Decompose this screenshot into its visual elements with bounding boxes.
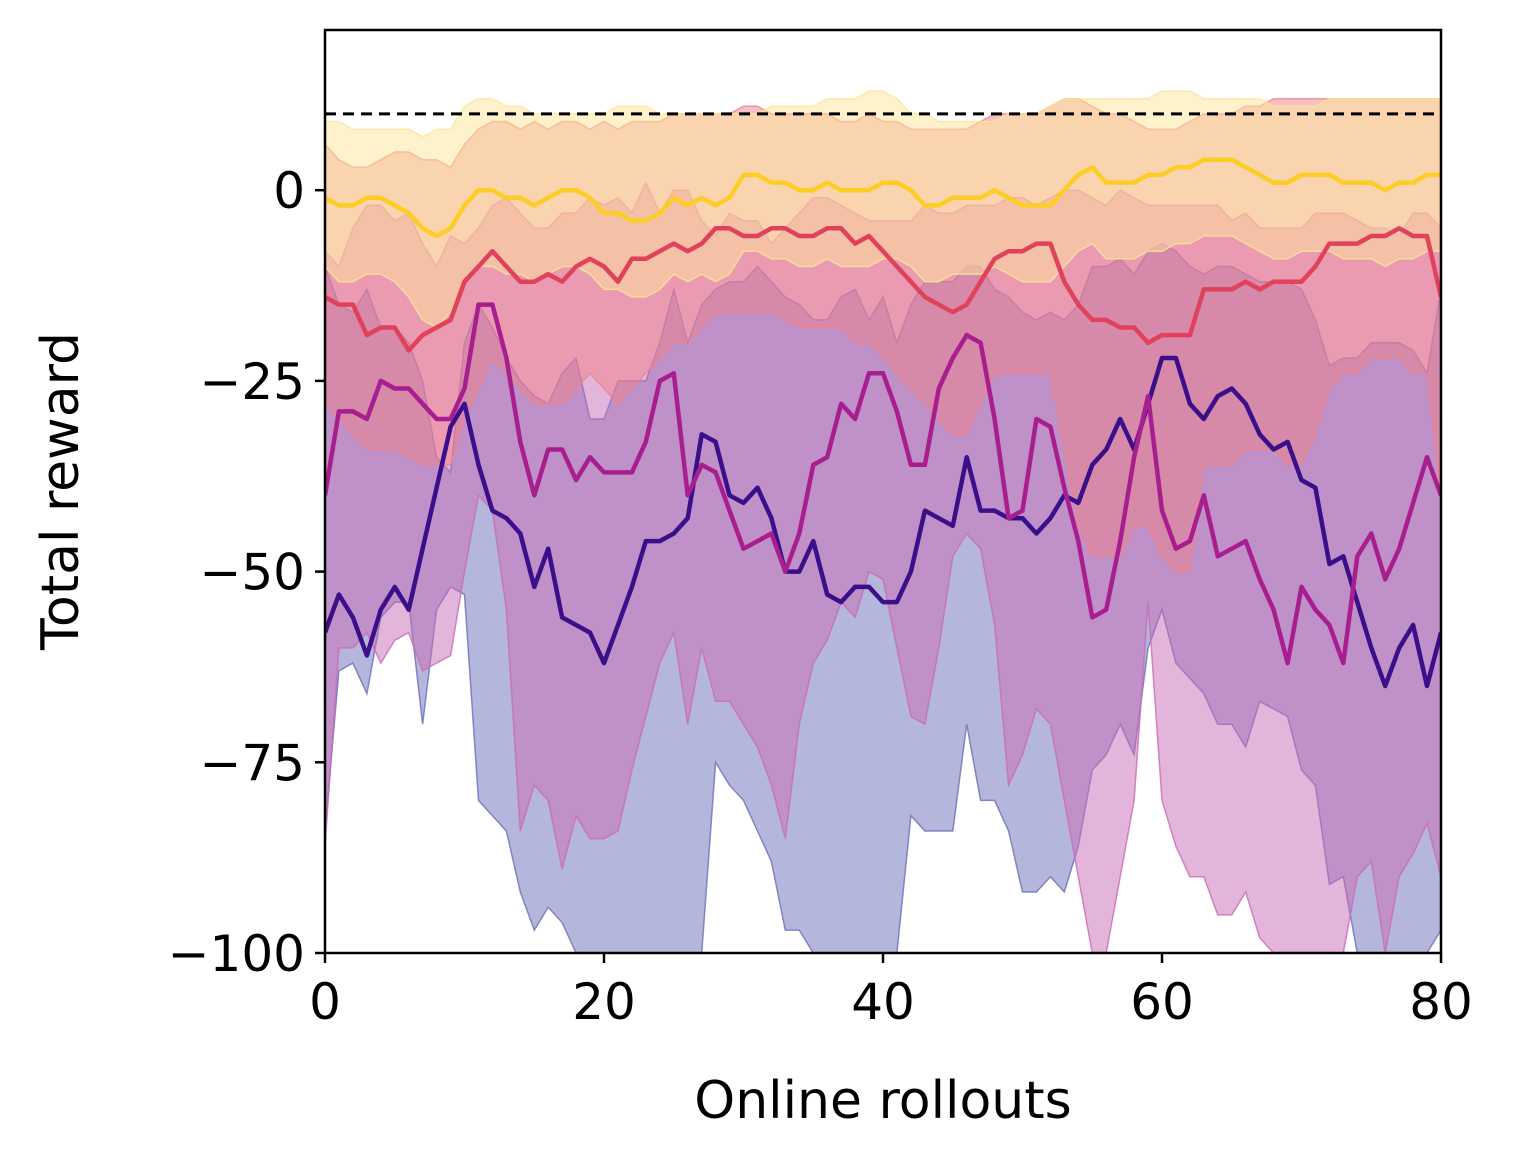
line-series-4 [325, 157, 1441, 239]
line-series-1 [325, 355, 1441, 689]
y-axis-label: Total reward [31, 332, 91, 651]
x-tick-label: 40 [851, 973, 915, 1031]
x-axis-label: Online rollouts [694, 1071, 1071, 1131]
y-tick-label: −50 [199, 544, 305, 602]
y-tick-label: −75 [199, 734, 305, 792]
y-tick-label: −100 [168, 925, 305, 983]
y-axis: −100 −75 −50 −25 0 [168, 162, 325, 983]
x-tick-label: 20 [572, 973, 636, 1031]
y-tick-label: 0 [273, 162, 305, 220]
x-tick-label: 80 [1409, 973, 1473, 1031]
x-tick-label: 60 [1130, 973, 1194, 1031]
x-tick-label: 0 [309, 973, 341, 1031]
line-series-2 [325, 302, 1441, 666]
x-axis: 0 20 40 60 80 [309, 953, 1473, 1031]
y-tick-label: −25 [199, 353, 305, 411]
series-lines [325, 157, 1441, 689]
line-series-3 [325, 226, 1441, 353]
